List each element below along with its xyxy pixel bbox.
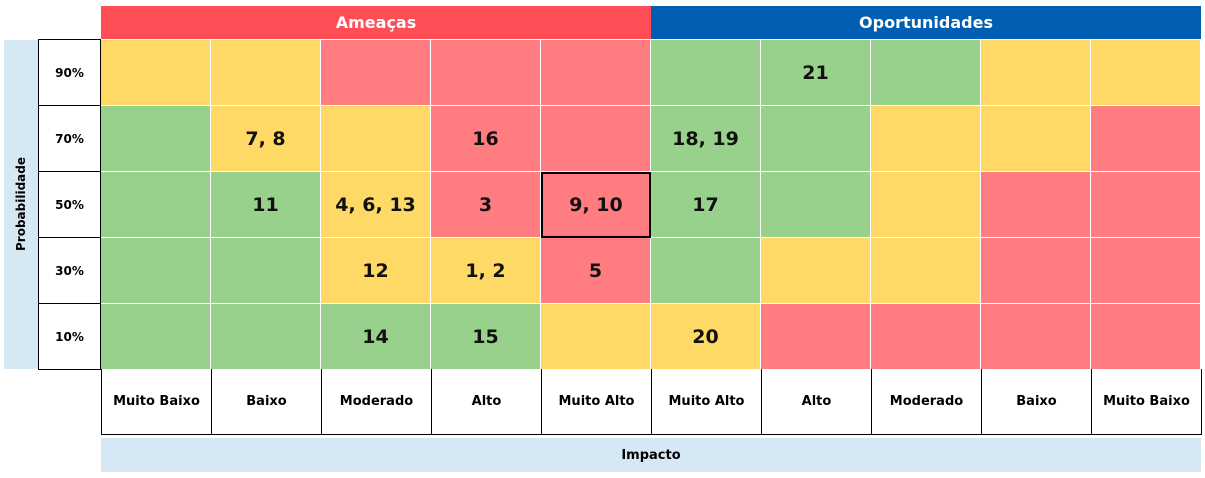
risk-cell — [981, 106, 1091, 172]
risk-cell — [651, 238, 761, 304]
risk-cell — [541, 304, 651, 370]
risk-cell — [1091, 238, 1201, 304]
risk-cell — [761, 172, 871, 238]
risk-cell — [871, 172, 981, 238]
impact-label: Baixo — [212, 369, 322, 435]
risk-cell — [761, 304, 871, 370]
risk-cell: 9, 10 — [541, 172, 651, 238]
risk-cell — [1091, 304, 1201, 370]
risk-cell: 1, 2 — [431, 238, 541, 304]
risk-cell — [321, 106, 431, 172]
risk-cell: 12 — [321, 238, 431, 304]
risk-cell — [211, 304, 321, 370]
probability-label: 50% — [38, 172, 101, 238]
risk-cell — [981, 172, 1091, 238]
risk-cell — [431, 40, 541, 106]
probability-axis-label: Probabilidade — [14, 157, 28, 251]
risk-cell — [871, 106, 981, 172]
impact-label: Muito Alto — [542, 369, 652, 435]
risk-cell: 15 — [431, 304, 541, 370]
probability-labels: 90% 70% 50% 30% 10% — [38, 39, 101, 370]
probability-label: 10% — [38, 304, 101, 370]
risk-cell — [871, 304, 981, 370]
impact-label: Alto — [762, 369, 872, 435]
risk-cell — [541, 106, 651, 172]
risk-cell — [211, 40, 321, 106]
probability-label: 30% — [38, 238, 101, 304]
risk-cell: 14 — [321, 304, 431, 370]
risk-cell: 5 — [541, 238, 651, 304]
risk-cell — [761, 238, 871, 304]
impact-label: Muito Baixo — [1092, 369, 1202, 435]
risk-cell — [541, 40, 651, 106]
risk-cell — [981, 304, 1091, 370]
risk-cell — [101, 106, 211, 172]
risk-cell — [1091, 106, 1201, 172]
risk-cell: 4, 6, 13 — [321, 172, 431, 238]
risk-cell — [1091, 40, 1201, 106]
risk-cell — [981, 40, 1091, 106]
impact-labels: Muito Baixo Baixo Moderado Alto Muito Alto Mu… — [101, 369, 1202, 435]
risk-cell — [101, 172, 211, 238]
risk-cell: 17 — [651, 172, 761, 238]
impact-label: Moderado — [872, 369, 982, 435]
risk-cell — [651, 40, 761, 106]
threats-header: Ameaças — [101, 6, 651, 39]
probability-label: 90% — [38, 39, 101, 106]
risk-cell: 3 — [431, 172, 541, 238]
risk-cell — [1091, 172, 1201, 238]
impact-label: Muito Alto — [652, 369, 762, 435]
impact-label: Baixo — [982, 369, 1092, 435]
impact-axis-label: Impacto — [101, 438, 1201, 472]
risk-cell: 20 — [651, 304, 761, 370]
risk-cell: 7, 8 — [211, 106, 321, 172]
risk-cell: 11 — [211, 172, 321, 238]
risk-cell — [761, 106, 871, 172]
risk-cell — [101, 304, 211, 370]
risk-cell — [871, 238, 981, 304]
risk-cell — [981, 238, 1091, 304]
impact-label: Alto — [432, 369, 542, 435]
impact-label: Muito Baixo — [102, 369, 212, 435]
impact-label: Moderado — [322, 369, 432, 435]
risk-cell: 18, 19 — [651, 106, 761, 172]
risk-cell — [101, 40, 211, 106]
risk-cell: 21 — [761, 40, 871, 106]
probability-axis-band — [4, 40, 38, 369]
risk-cell — [871, 40, 981, 106]
opportunities-header: Oportunidades — [651, 6, 1201, 39]
risk-cell — [101, 238, 211, 304]
risk-cell: 16 — [431, 106, 541, 172]
risk-cell — [321, 40, 431, 106]
probability-label: 70% — [38, 106, 101, 172]
risk-cell — [211, 238, 321, 304]
